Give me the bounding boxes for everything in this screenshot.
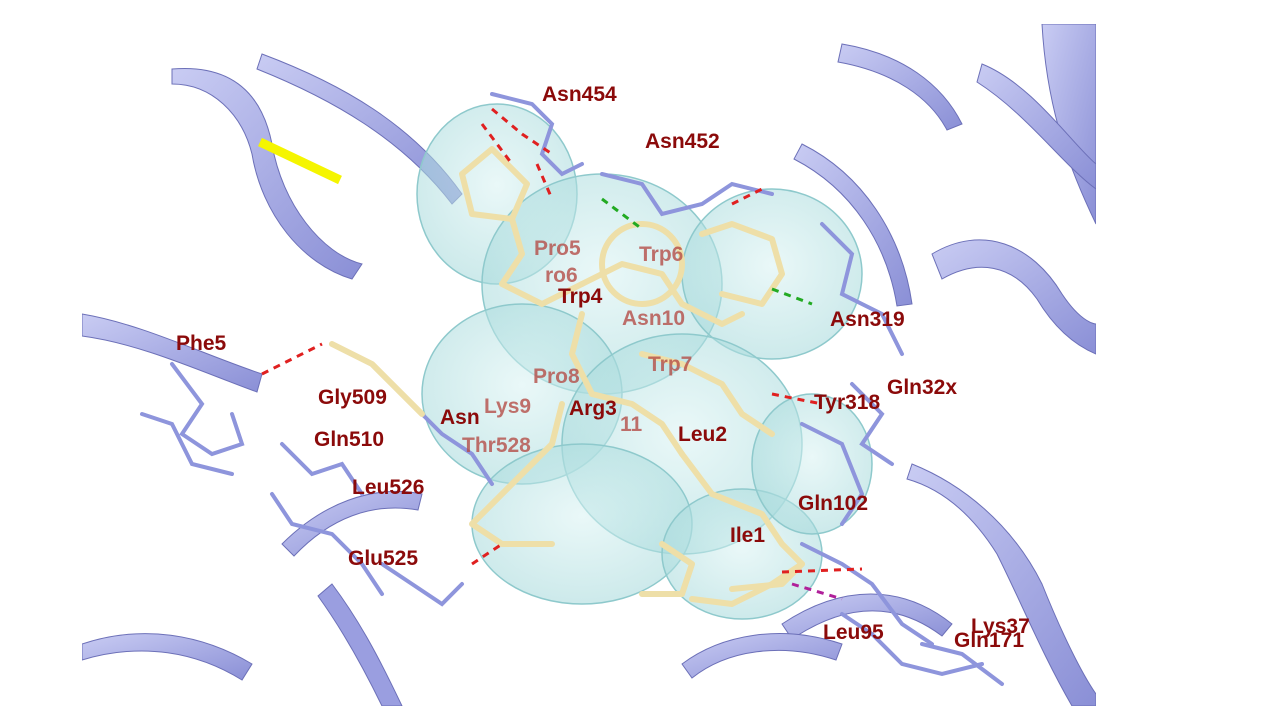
label-thr528: Thr528 (462, 434, 531, 457)
label-trp7: Trp7 (648, 353, 693, 376)
ligand-sticks (329, 146, 805, 607)
label-leu526: Leu526 (352, 476, 425, 499)
label-asn454: Asn454 (542, 83, 617, 106)
protein-ribbons (82, 24, 1096, 706)
label-residue11: 11 (620, 413, 643, 436)
label-ile1: Ile1 (730, 524, 766, 547)
label-leu2: Leu2 (678, 423, 728, 446)
highlight-stick (258, 137, 342, 185)
label-pro5: Pro5 (534, 237, 581, 260)
label-tyr318: Tyr318 (814, 391, 881, 414)
label-lys37: Lys37 (971, 615, 1030, 638)
label-lys9: Lys9 (484, 395, 532, 418)
label-glu525: Glu525 (348, 547, 419, 570)
label-phe: Phe5 (176, 332, 227, 355)
label-asn: Asn (440, 406, 480, 429)
h-bonds (261, 107, 863, 601)
label-gln102: Gln102 (798, 492, 869, 515)
label-trp4: Trp4 (558, 285, 603, 308)
label-gly509: Gly509 (318, 386, 387, 409)
label-pro8: Pro8 (533, 365, 580, 388)
label-trp6: Trp6 (639, 243, 684, 266)
residue-sticks (140, 92, 1004, 686)
label-gln171: Gln171 (954, 629, 1025, 652)
label-leu95: Leu95 (823, 621, 884, 644)
label-arg3: Arg3 (569, 397, 617, 420)
label-asn319: Asn319 (830, 308, 905, 331)
ligand-surface (416, 103, 873, 620)
structure-render (82, 24, 1096, 706)
label-gln32x: Gln32x (887, 376, 958, 399)
molecular-docking-view: Asn454 Asn452 Pro5 Trp6 ro6 Trp4 Asn319 … (82, 24, 1096, 706)
label-asn452: Asn452 (645, 130, 720, 153)
label-pro6-partial: ro6 (545, 264, 578, 287)
label-gln510: Gln510 (314, 428, 385, 451)
label-asn10: Asn10 (622, 307, 686, 330)
